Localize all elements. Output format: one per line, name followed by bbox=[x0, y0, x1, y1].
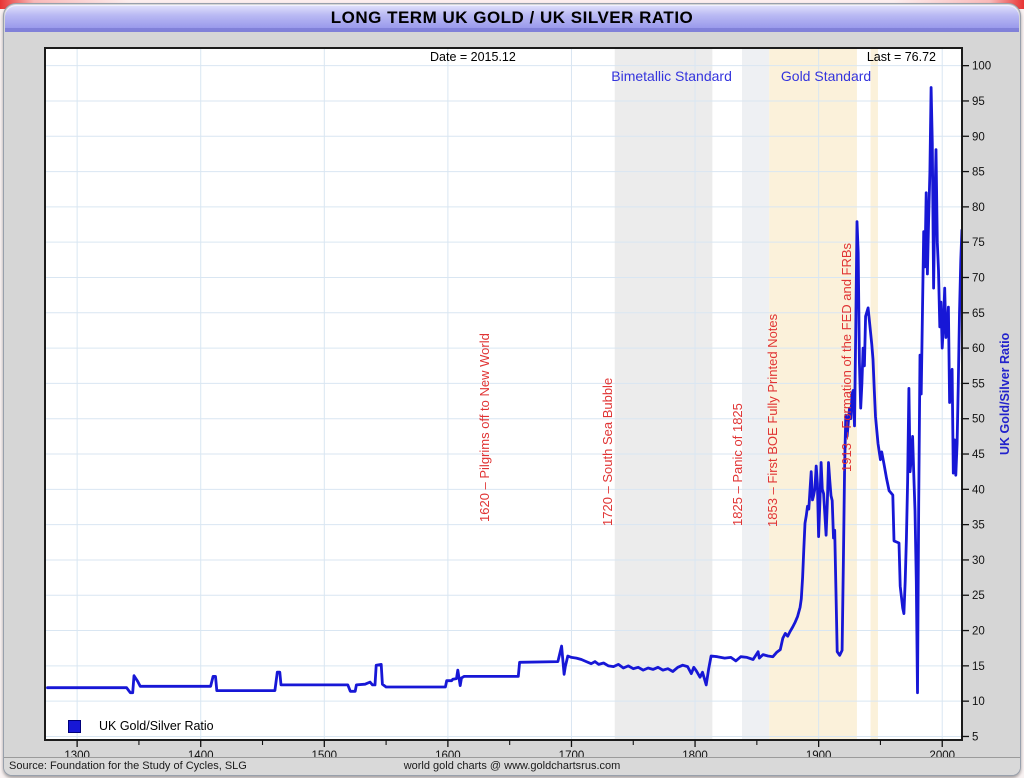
svg-text:90: 90 bbox=[972, 131, 985, 143]
annotation-1853-boe-notes: 1853 – First BOE Fully Printed Notes bbox=[764, 313, 780, 527]
svg-text:30: 30 bbox=[972, 555, 985, 567]
svg-text:25: 25 bbox=[972, 590, 985, 602]
credit-label: world gold charts @ www.goldchartsrus.co… bbox=[403, 760, 621, 772]
svg-text:50: 50 bbox=[972, 414, 985, 426]
title-bar: LONG TERM UK GOLD / UK SILVER RATIO bbox=[5, 5, 1019, 32]
svg-text:70: 70 bbox=[972, 272, 985, 284]
annotation-1620-pilgrims: 1620 – Pilgrims off to New World bbox=[476, 332, 492, 522]
svg-text:55: 55 bbox=[972, 378, 985, 390]
svg-text:45: 45 bbox=[972, 449, 985, 461]
svg-text:85: 85 bbox=[972, 167, 985, 179]
y-axis-title: UK Gold/Silver Ratio bbox=[998, 332, 1012, 455]
chart-canvas: 1300 1400 1500 1600 1700 1800 1900 200051015202… bbox=[44, 47, 991, 762]
legend: UK Gold/Silver Ratio bbox=[68, 719, 214, 733]
plot-area: Date = 2015.12 Last = 76.72 Bimetallic S… bbox=[45, 48, 962, 740]
annotation-1720-south-sea-bubble: 1720 – South Sea Bubble bbox=[600, 377, 616, 527]
footer-bar: Source: Foundation for the Study of Cycl… bbox=[4, 757, 1020, 775]
era-label-gold-standard: Gold Standard bbox=[780, 68, 872, 84]
svg-text:5: 5 bbox=[972, 731, 978, 743]
source-label: Source: Foundation for the Study of Cycl… bbox=[9, 760, 247, 772]
chart-window: LONG TERM UK GOLD / UK SILVER RATIO 1300… bbox=[3, 3, 1021, 776]
svg-text:75: 75 bbox=[972, 237, 985, 249]
date-readout: Date = 2015.12 bbox=[430, 50, 516, 64]
legend-label: UK Gold/Silver Ratio bbox=[99, 719, 214, 733]
annotation-1913-fed: 1913 – Formation of the FED and FRBs bbox=[838, 242, 854, 472]
svg-text:15: 15 bbox=[972, 661, 985, 673]
svg-text:100: 100 bbox=[972, 61, 991, 73]
era-label-bimetallic-standard: Bimetallic Standard bbox=[611, 68, 732, 84]
svg-text:35: 35 bbox=[972, 520, 985, 532]
svg-text:20: 20 bbox=[972, 626, 985, 638]
svg-text:95: 95 bbox=[972, 96, 985, 108]
page-title: LONG TERM UK GOLD / UK SILVER RATIO bbox=[330, 8, 694, 27]
svg-text:65: 65 bbox=[972, 308, 985, 320]
svg-text:80: 80 bbox=[972, 202, 985, 214]
svg-text:60: 60 bbox=[972, 343, 985, 355]
legend-swatch bbox=[68, 719, 81, 733]
last-value-readout: Last = 76.72 bbox=[866, 50, 936, 64]
svg-text:10: 10 bbox=[972, 696, 985, 708]
svg-text:40: 40 bbox=[972, 484, 985, 496]
annotation-1825-panic: 1825 – Panic of 1825 bbox=[729, 403, 745, 527]
